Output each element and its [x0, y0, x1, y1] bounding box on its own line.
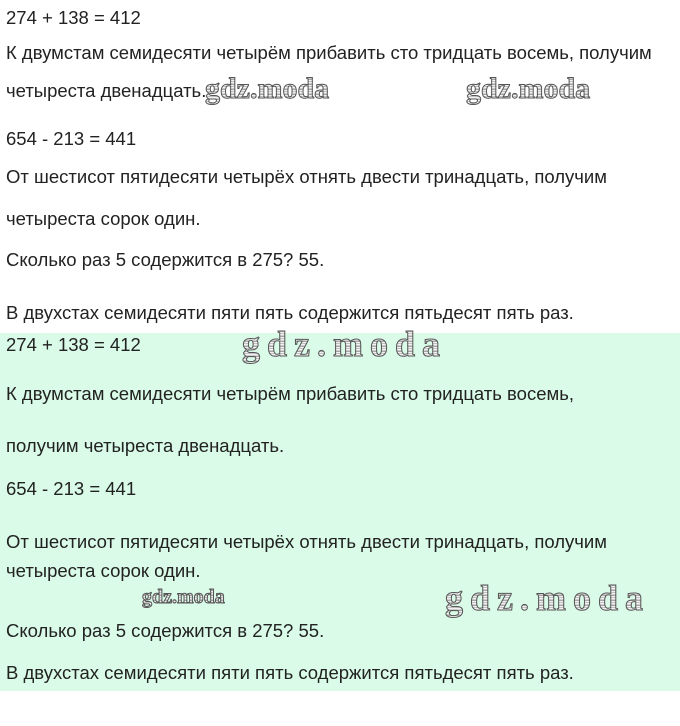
svg-text:gdz.moda: gdz.moda — [445, 578, 650, 618]
svg-text:gdz.moda: gdz.moda — [205, 72, 329, 105]
svg-text:gdz.moda: gdz.moda — [242, 324, 447, 364]
svg-text:gdz.moda: gdz.moda — [466, 72, 590, 105]
svg-text:gdz.moda: gdz.moda — [142, 586, 225, 608]
